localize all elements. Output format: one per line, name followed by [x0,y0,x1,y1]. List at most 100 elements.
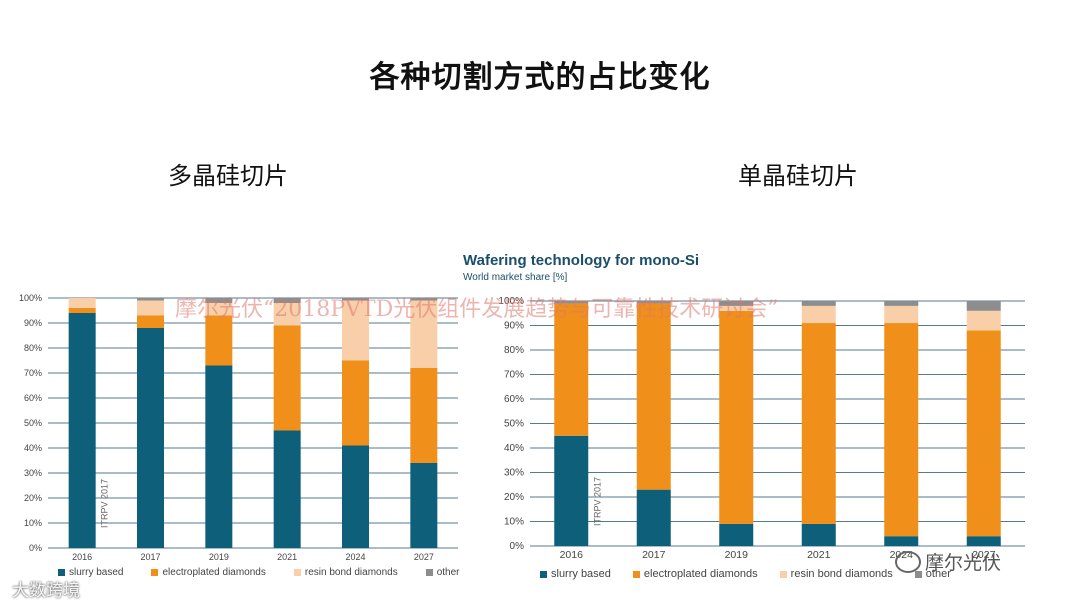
bar-electroplated-diamonds-2019 [205,315,233,366]
bar-other-2017 [137,298,164,301]
bar-slurry-based-2021 [801,523,836,546]
y-tick-label: 80% [504,345,524,356]
legend-label: resin bond diamonds [304,567,398,578]
mono-si-chart-title: Wafering technology for mono-Si [463,252,700,269]
x-tick-label: 2019 [725,549,749,561]
bar-slurry-based-2017 [137,328,164,548]
legend-label: other [925,568,951,580]
bar-resin-bond-diamonds-2024 [342,300,369,361]
y-tick-label: 40% [24,443,42,453]
y-tick-label: 20% [24,493,42,503]
bar-slurry-based-2016 [554,435,589,546]
legend-swatch [425,569,433,576]
bar-slurry-based-2024 [884,536,919,546]
bar-other-2027 [410,298,438,301]
x-tick-label: 2021 [277,552,297,562]
bar-electroplated-diamonds-2021 [801,323,836,524]
legend-item-electroplated-diamonds: electroplated diamonds [632,568,758,580]
bar-other-2024 [884,301,919,306]
poly-si-chart-svg: 0% 10% 20% 30% 40% 50% 60% 70% 80% 90% 100% 2016 201… [19,293,458,562]
bar-electroplated-diamonds-2019 [719,310,754,524]
bar-slurry-based-2019 [205,365,233,548]
bar-resin-bond-diamonds-2027 [966,310,1001,331]
y-tick-label: 60% [504,394,524,405]
x-tick-label: 2016 [560,549,584,561]
poly-si-chart: 0% 10% 20% 30% 40% 50% 60% 70% 80% 90% 100% 2016 201… [8,286,463,586]
bar-other-2019 [719,301,754,306]
bar-electroplated-diamonds-2024 [884,323,919,537]
mono-si-legend: slurry based electroplated diamonds resin … [540,568,951,580]
y-tick-label: 50% [24,418,42,428]
bar-electroplated-diamonds-2017 [636,303,671,490]
bar-slurry-based-2016 [68,313,96,548]
y-tick-label: 90% [24,318,42,328]
mono-si-chart: Wafering technology for mono-Si World ma… [455,248,1040,594]
legend-swatch [632,570,640,578]
x-tick-label: 2027 [414,552,434,562]
y-tick-label: 30% [504,468,524,479]
mono-si-chart-svg: 0% 10% 20% 30% 40% 50% 60% 70% 80% 90% 100% 2016 201… [498,296,1025,561]
bar-other-2019 [205,298,233,303]
bar-resin-bond-diamonds-2019 [719,305,754,311]
bar-resin-bond-diamonds-2017 [137,300,164,316]
x-tick-label: 2019 [209,552,229,562]
bar-resin-bond-diamonds-2021 [273,303,301,326]
legend-item-slurry-based: slurry based [540,568,611,580]
watermark-text: 摩尔光伏“2018PVTD光伏组件发展趋势与可靠性技术研讨会” [175,297,779,322]
legend-label: slurry based [69,567,124,578]
y-tick-label: 50% [504,419,524,430]
legend-item-resin-bond-diamonds: resin bond diamonds [293,567,398,578]
wechat-icon [895,550,921,573]
y-tick-label: 40% [504,443,524,454]
y-tick-label: 60% [24,393,42,403]
mono-si-subtitle: 单晶硅切片 [738,162,858,190]
legend-item-resin-bond-diamonds: resin bond diamonds [779,568,893,580]
legend-swatch [540,570,547,578]
x-tick-label: 2024 [345,552,365,562]
legend-item-other: other [425,567,460,578]
bar-other-2024 [342,298,369,301]
y-tick-label: 80% [24,343,42,353]
mono-si-chart-subtitle: World market share [%] [463,272,568,283]
bar-slurry-based-2024 [342,445,369,548]
bar-resin-bond-diamonds-2016 [68,298,96,308]
bar-electroplated-diamonds-2024 [342,360,369,446]
legend-item-slurry-based: slurry based [58,567,123,578]
x-tick-label: 2016 [72,552,92,562]
y-tick-label: 30% [24,468,42,478]
poly-si-subtitle: 多晶硅切片 [168,162,288,190]
legend-swatch [151,569,159,576]
x-tick-label: 2021 [807,549,831,561]
legend-swatch [914,570,922,578]
bar-slurry-based-2017 [636,489,671,546]
bar-resin-bond-diamonds-2027 [410,300,438,368]
bar-other-2021 [801,301,836,306]
legend-swatch [293,569,301,576]
legend-label: electroplated diamonds [643,568,758,580]
legend-swatch [58,569,65,576]
x-tick-label: 2027 [972,549,996,561]
x-tick-label: 2017 [140,552,160,562]
itrpv-annotation: ITRPV 2017 [100,479,110,528]
bar-electroplated-diamonds-2021 [273,325,301,431]
y-tick-label: 70% [504,370,524,381]
logo-text: 摩尔光伏 [925,552,1002,574]
bar-resin-bond-diamonds-2019 [205,303,233,316]
legend-label: resin bond diamonds [790,568,893,580]
y-tick-label: 0% [29,543,42,553]
bar-other-2021 [273,298,301,303]
legend-swatch [779,570,787,578]
y-tick-label: 20% [504,492,524,503]
legend-label: electroplated diamonds [162,567,266,578]
y-tick-label: 70% [24,368,42,378]
bar-electroplated-diamonds-2016 [554,303,589,436]
bar-slurry-based-2027 [410,463,438,548]
legend-label: slurry based [551,568,611,580]
legend-item-electroplated-diamonds: electroplated diamonds [151,567,266,578]
legend-item-other: other [914,568,951,580]
legend-label: other [436,567,460,578]
slide-title: 各种切割方式的占比变化 [369,60,711,95]
poly-si-legend: slurry based electroplated diamonds resin … [58,567,460,578]
bar-resin-bond-diamonds-2021 [801,305,836,324]
bar-other-2016 [554,301,589,304]
